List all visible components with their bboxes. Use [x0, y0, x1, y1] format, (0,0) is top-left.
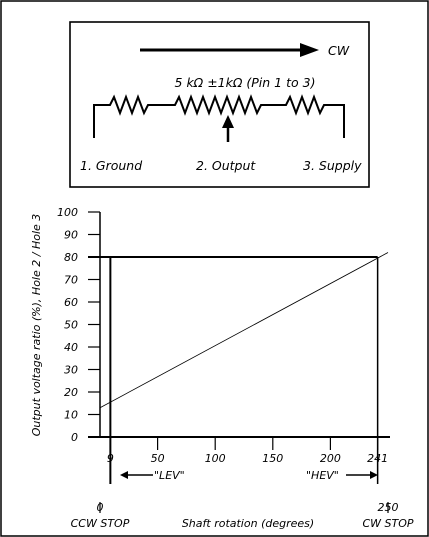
x-tick-label: 150 — [262, 452, 283, 465]
lev-label: "LEV" — [154, 469, 185, 482]
x-tick-label: 100 — [205, 452, 226, 465]
pin-3-label: 3. Supply — [303, 158, 362, 173]
wiper-arrow-icon — [222, 115, 234, 128]
hev-arrow-head — [370, 471, 378, 479]
ccw-stop-label: CCW STOP — [71, 517, 130, 530]
output-ratio-chart: Output voltage ratio (%), Hole 2 / Hole … — [30, 206, 414, 530]
y-tick-label: 20 — [64, 386, 78, 399]
hev-label: "HEV" — [306, 469, 339, 482]
x-tick-label: 50 — [151, 452, 165, 465]
pin-1-label: 1. Ground — [80, 158, 142, 173]
y-axis-label: Output voltage ratio (%), Hole 2 / Hole … — [30, 214, 43, 437]
y-tick-label: 100 — [57, 206, 78, 219]
resistor-zigzag — [93, 94, 345, 138]
x-axis: 950100150200241 — [107, 437, 388, 465]
hev-arrow: "HEV" — [306, 469, 378, 482]
y-tick-label: 90 — [64, 229, 78, 242]
pin-2-label: 2. Output — [196, 158, 256, 173]
y-tick-label: 0 — [71, 431, 78, 444]
x-axis-label: Shaft rotation (degrees) — [182, 517, 314, 530]
y-axis: 0 10 20 30 40 50 60 70 80 90 100 — [57, 206, 100, 444]
y-tick-label: 30 — [64, 364, 78, 377]
ccw-stop-value: 0 — [97, 501, 104, 514]
cw-direction-label: CW — [328, 43, 350, 58]
y-tick-label: 70 — [64, 274, 78, 287]
lev-arrow: "LEV" — [120, 469, 185, 482]
resistance-label: 5 kΩ ±1kΩ (Pin 1 to 3) — [175, 75, 316, 90]
y-tick-label: 10 — [64, 409, 78, 422]
lev-arrow-head — [120, 471, 128, 479]
y-tick-label: 60 — [64, 296, 78, 309]
schematic-frame — [69, 21, 370, 188]
schematic-box: CW 5 kΩ ±1kΩ (Pin 1 to 3) 1. Ground 2. O… — [69, 21, 370, 188]
x-tick-label: 200 — [320, 452, 341, 465]
y-tick-label: 50 — [64, 319, 78, 332]
cw-stop-value: 250 — [378, 501, 399, 514]
y-tick-label: 80 — [64, 251, 78, 264]
cw-arrow-head — [300, 43, 319, 57]
cw-stop-label: CW STOP — [362, 517, 413, 530]
y-tick-label: 40 — [64, 341, 78, 354]
characteristic-line — [99, 252, 389, 409]
